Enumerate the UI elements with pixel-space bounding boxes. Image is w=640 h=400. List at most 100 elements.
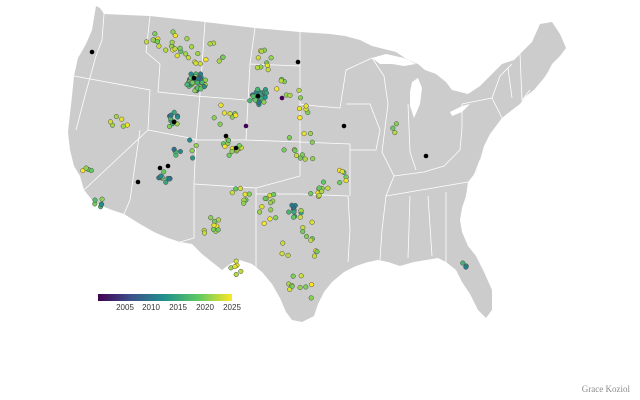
location-point [238,268,244,274]
location-point [310,156,316,162]
location-point [187,137,193,143]
location-point [280,240,286,246]
location-point [290,273,296,279]
location-point [241,200,247,206]
location-point [309,139,315,145]
location-point [161,169,167,175]
location-point [185,55,191,61]
location-point [297,214,303,220]
location-point [170,29,176,35]
location-point [255,86,261,92]
location-point [286,209,292,215]
location-point [309,219,315,225]
location-point [337,180,343,186]
location-point [233,271,239,278]
author-credit: Grace Koziol [581,384,630,394]
location-point [218,102,224,108]
location-point [281,147,287,153]
point-layer [80,29,469,301]
location-point [393,121,399,127]
lake-michigan [410,78,422,118]
location-point [193,60,199,66]
location-point [232,264,238,270]
location-point [197,71,204,77]
location-point [174,53,180,59]
location-point [194,80,200,86]
location-point [201,84,207,90]
location-point [268,207,274,213]
map-land [68,6,566,322]
location-point [392,130,398,136]
location-point [166,123,173,130]
location-point [261,220,267,226]
location-point [99,196,105,202]
location-point [320,179,327,185]
location-point [189,148,195,154]
location-point [107,119,114,125]
location-point [203,57,209,63]
legend-tick: 2015 [169,303,187,312]
location-point [237,185,243,191]
location-point [287,92,293,98]
location-point [297,115,303,121]
location-point [297,95,304,101]
location-point [226,152,232,158]
location-point [166,176,173,182]
location-point [88,167,94,174]
location-point [177,45,183,51]
location-point [308,191,314,197]
legend-color-ramp [98,294,232,301]
location-point [311,253,318,259]
location-point [208,215,214,221]
location-point [222,143,228,150]
location-point [314,249,320,255]
location-point [257,209,263,215]
location-point [143,39,150,45]
undated-point [341,123,347,129]
year-legend: 2005 2010 2015 2020 2025 [98,294,241,315]
location-point [460,260,466,266]
location-point [221,110,227,116]
location-point [168,112,174,118]
undated-point [295,59,301,65]
location-point [308,295,314,301]
location-point [233,186,239,192]
location-point [211,222,217,228]
location-point [309,282,315,288]
location-point [183,51,189,57]
location-point [163,47,169,53]
location-point [296,106,303,112]
location-point [175,114,181,120]
location-point [189,80,196,86]
undated-point [255,93,261,99]
location-point [265,67,271,73]
location-point [263,90,269,96]
legend-tick: 2005 [116,303,134,312]
location-point [289,283,295,289]
undated-point [135,179,141,185]
legend-tick: 2020 [196,303,214,312]
location-point [319,188,325,194]
location-point [390,125,396,131]
location-point [463,264,469,270]
location-point [291,209,297,215]
location-point [299,152,305,158]
location-point [195,51,201,57]
location-point [267,216,273,222]
location-point [339,169,345,175]
location-point [254,65,260,71]
legend-ticks: 2005 2010 2015 2020 2025 [98,301,241,315]
location-point [259,204,265,210]
undated-point [423,153,429,159]
location-point [188,71,194,77]
location-point [171,109,177,115]
location-point [229,190,235,196]
location-point [184,36,190,42]
location-point [267,200,274,206]
location-point [261,99,267,105]
lake-superior [372,54,416,66]
location-point [211,115,217,121]
location-point [197,61,203,67]
location-point [296,87,302,93]
